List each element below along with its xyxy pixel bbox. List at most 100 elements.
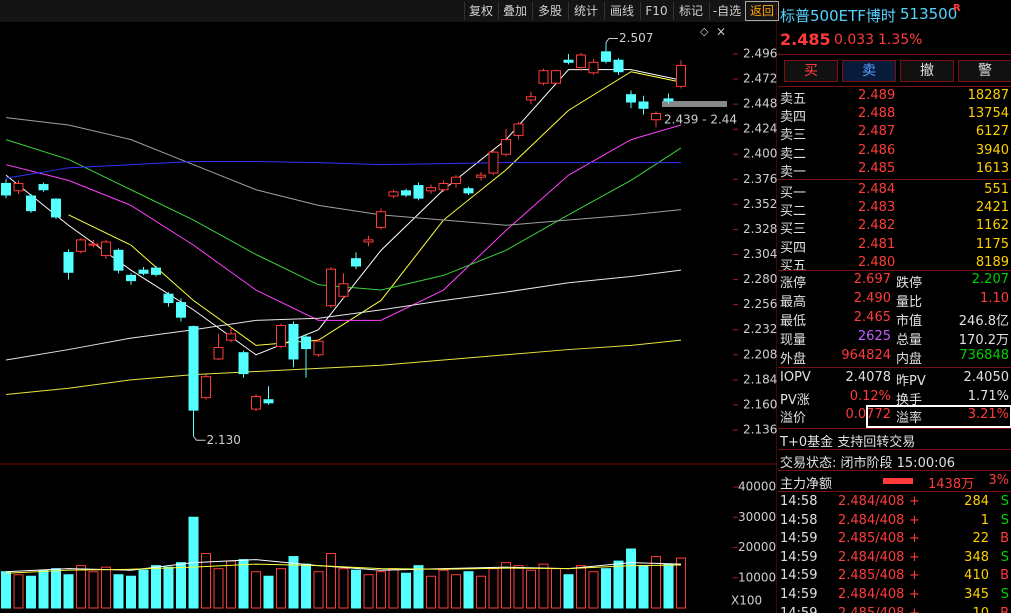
volume-bar bbox=[463, 571, 474, 609]
volume-bar bbox=[426, 575, 436, 609]
volume-bar bbox=[388, 568, 399, 609]
quote-panel: 标普500ETF博时 513500 R 2.485 0.033 1.35% 买卖撤警卖五 2.… bbox=[778, 0, 1011, 613]
y-tick-label: 2.472 bbox=[743, 72, 777, 86]
moving-average bbox=[5, 339, 682, 395]
moving-average bbox=[5, 124, 682, 321]
volume-bar bbox=[651, 556, 661, 609]
annotation-leader bbox=[193, 435, 206, 441]
moving-average bbox=[5, 559, 682, 573]
toolbar-button[interactable]: F10 bbox=[640, 2, 672, 20]
volume-bar bbox=[613, 560, 624, 609]
y-tick-label: 2.232 bbox=[743, 322, 777, 336]
candle-body bbox=[513, 123, 524, 136]
candle-body bbox=[363, 239, 374, 243]
divider bbox=[778, 367, 1011, 368]
stat-label: 跌停 bbox=[896, 276, 923, 291]
book-price: 2.489 bbox=[858, 88, 896, 103]
moving-average bbox=[5, 269, 682, 361]
trade-sign: + bbox=[909, 512, 920, 528]
trade-time: 14:59 bbox=[780, 531, 818, 547]
candle-body bbox=[663, 98, 674, 102]
stat-value: 2.4078 bbox=[845, 370, 892, 385]
y-tick-label: 2.400 bbox=[743, 147, 777, 161]
volume-bar bbox=[226, 560, 236, 609]
book-price: 2.486 bbox=[858, 142, 896, 158]
candle-body bbox=[63, 251, 74, 273]
trade-sign: + bbox=[909, 587, 920, 602]
candle-body bbox=[638, 101, 649, 109]
candle-body bbox=[376, 211, 386, 228]
candle-body bbox=[313, 340, 324, 356]
candle-body bbox=[438, 182, 449, 191]
trade-sign: + bbox=[909, 549, 920, 565]
book-volume: 2421 bbox=[975, 200, 1009, 216]
stat-value: 1.10 bbox=[980, 291, 1009, 306]
action-button[interactable]: 警 bbox=[958, 60, 1011, 82]
volume-bar bbox=[513, 565, 524, 609]
action-button[interactable]: 买 bbox=[784, 60, 838, 82]
volume-bar bbox=[151, 565, 161, 609]
y-tick-label: 30000 bbox=[738, 510, 776, 524]
y-tick-label: 2.184 bbox=[743, 372, 777, 386]
divider bbox=[778, 470, 1011, 471]
candle-body bbox=[26, 195, 36, 212]
volume-bar bbox=[601, 568, 611, 609]
trade-time: 14:59 bbox=[780, 549, 818, 565]
divider bbox=[778, 86, 1011, 87]
volume-bar bbox=[163, 566, 174, 609]
candle-body bbox=[126, 274, 136, 282]
y-tick-label: 2.376 bbox=[743, 172, 777, 186]
volume-bar bbox=[238, 559, 249, 609]
action-button[interactable]: 卖 bbox=[842, 60, 896, 82]
divider bbox=[778, 449, 1011, 450]
stat-label: 市值 bbox=[896, 314, 923, 329]
badge: R bbox=[953, 3, 961, 14]
stat-label: 溢价 bbox=[780, 411, 807, 426]
candle-body bbox=[263, 399, 274, 404]
price: 2.485 bbox=[780, 30, 831, 49]
book-price: 2.484 bbox=[858, 182, 896, 197]
icon-close[interactable]: × bbox=[716, 25, 726, 39]
y-tick-label: 2.280 bbox=[743, 272, 777, 286]
volume-bar bbox=[326, 553, 336, 609]
trade-side: B bbox=[1000, 531, 1009, 547]
trade-sign: + bbox=[909, 494, 920, 509]
candle-body bbox=[538, 70, 549, 84]
book-label: 买一 bbox=[780, 186, 807, 201]
volume-bar bbox=[63, 574, 74, 609]
book-price: 2.487 bbox=[858, 124, 896, 140]
candle-body bbox=[413, 185, 424, 199]
book-label: 卖三 bbox=[780, 128, 807, 144]
toolbar-button[interactable]: 多股 bbox=[532, 2, 567, 20]
toolbar-button[interactable]: -自选 bbox=[709, 2, 744, 20]
icon-diamond[interactable]: ◇ bbox=[700, 25, 709, 38]
toolbar-button[interactable]: 画线 bbox=[604, 2, 639, 20]
y-tick-label: 2.328 bbox=[743, 222, 777, 236]
flow-bar bbox=[883, 478, 913, 484]
candle-body bbox=[626, 94, 636, 103]
annotation: 2.130 bbox=[207, 433, 241, 447]
y-tick-label: 2.448 bbox=[743, 97, 777, 111]
volume-bar bbox=[201, 553, 211, 609]
volume-bar bbox=[501, 562, 511, 609]
trade-side: B bbox=[1000, 606, 1009, 613]
book-label: 买三 bbox=[780, 222, 807, 238]
y-tick-label: 2.256 bbox=[743, 297, 777, 311]
toolbar-button[interactable]: 统计 bbox=[568, 2, 603, 20]
candle-body bbox=[476, 174, 486, 178]
toolbar-button[interactable]: 叠加 bbox=[498, 2, 531, 20]
stat-label: 外盘 bbox=[780, 352, 807, 367]
flow-value: 1438万 bbox=[928, 477, 975, 492]
candle-body bbox=[488, 151, 499, 174]
toolbar-button[interactable]: 复权 bbox=[464, 2, 497, 20]
y-tick-label: 2.208 bbox=[743, 347, 777, 361]
candle-body bbox=[188, 326, 199, 411]
toolbar-button[interactable]: 标记 bbox=[673, 2, 708, 20]
volume-bar bbox=[476, 575, 486, 609]
action-button[interactable]: 撤 bbox=[900, 60, 954, 82]
volume-bar bbox=[13, 574, 24, 609]
stat-label: 溢率 bbox=[896, 411, 923, 426]
toolbar-button[interactable]: 返回 bbox=[745, 1, 779, 21]
volume-bar bbox=[676, 557, 686, 609]
